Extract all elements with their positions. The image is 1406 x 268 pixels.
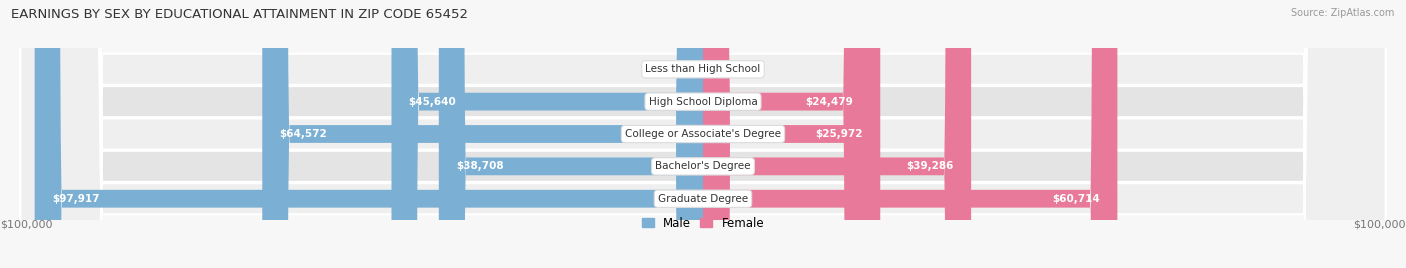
- FancyBboxPatch shape: [35, 0, 703, 268]
- Text: $0: $0: [730, 64, 744, 74]
- FancyBboxPatch shape: [703, 0, 717, 268]
- Text: Bachelor's Degree: Bachelor's Degree: [655, 161, 751, 171]
- FancyBboxPatch shape: [21, 0, 1385, 268]
- FancyBboxPatch shape: [21, 0, 1385, 268]
- Text: $0: $0: [662, 64, 676, 74]
- FancyBboxPatch shape: [703, 0, 1118, 268]
- Text: $97,917: $97,917: [52, 194, 100, 204]
- FancyBboxPatch shape: [689, 0, 703, 268]
- Legend: Male, Female: Male, Female: [637, 212, 769, 234]
- Text: Less than High School: Less than High School: [645, 64, 761, 74]
- Text: High School Diploma: High School Diploma: [648, 97, 758, 107]
- FancyBboxPatch shape: [21, 0, 1385, 268]
- Text: $60,714: $60,714: [1053, 194, 1101, 204]
- FancyBboxPatch shape: [21, 0, 1385, 268]
- Text: $45,640: $45,640: [409, 97, 457, 107]
- Text: $64,572: $64,572: [280, 129, 328, 139]
- FancyBboxPatch shape: [703, 0, 870, 268]
- FancyBboxPatch shape: [439, 0, 703, 268]
- Text: College or Associate's Degree: College or Associate's Degree: [626, 129, 780, 139]
- Text: Source: ZipAtlas.com: Source: ZipAtlas.com: [1291, 8, 1395, 18]
- FancyBboxPatch shape: [703, 0, 880, 268]
- FancyBboxPatch shape: [391, 0, 703, 268]
- Text: Graduate Degree: Graduate Degree: [658, 194, 748, 204]
- Text: $39,286: $39,286: [907, 161, 955, 171]
- Text: $100,000: $100,000: [1354, 220, 1406, 230]
- Text: $38,708: $38,708: [456, 161, 503, 171]
- FancyBboxPatch shape: [21, 0, 1385, 268]
- Text: EARNINGS BY SEX BY EDUCATIONAL ATTAINMENT IN ZIP CODE 65452: EARNINGS BY SEX BY EDUCATIONAL ATTAINMEN…: [11, 8, 468, 21]
- Text: $100,000: $100,000: [0, 220, 52, 230]
- Text: $24,479: $24,479: [806, 97, 853, 107]
- Text: $25,972: $25,972: [815, 129, 863, 139]
- FancyBboxPatch shape: [263, 0, 703, 268]
- FancyBboxPatch shape: [703, 0, 972, 268]
